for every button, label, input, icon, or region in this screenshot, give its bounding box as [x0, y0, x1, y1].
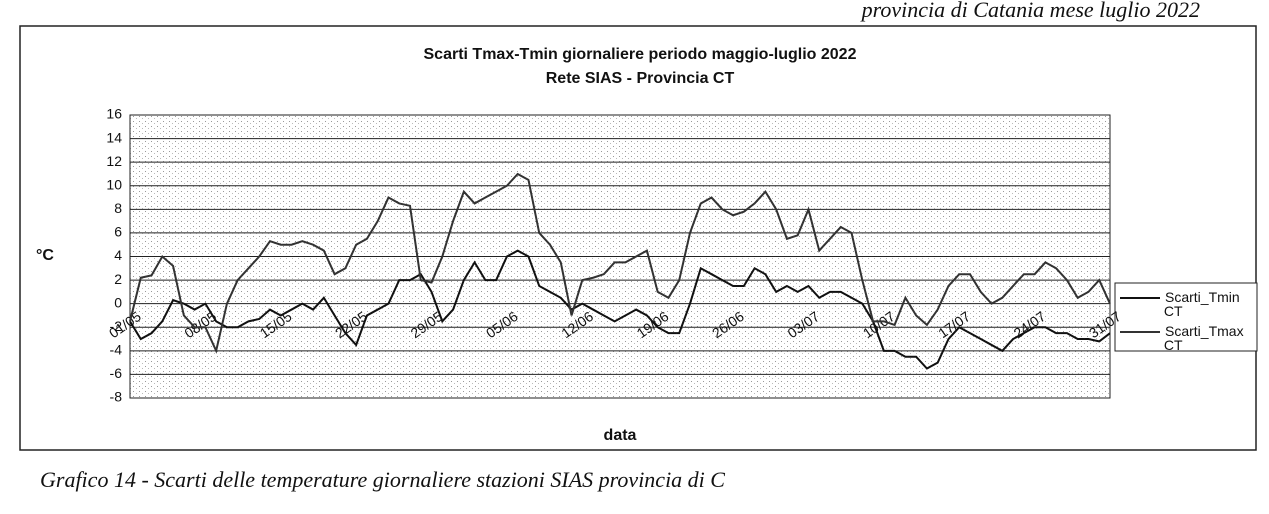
- chart-frame: [19, 25, 1257, 451]
- y-tick-label: -2: [110, 318, 123, 334]
- y-tick-label: 8: [114, 200, 122, 216]
- chart-title: Scarti Tmax-Tmin giornaliere periodo mag…: [424, 46, 857, 63]
- legend: [1114, 282, 1258, 352]
- y-tick-label: 12: [106, 153, 122, 169]
- y-tick-label: 16: [106, 106, 122, 122]
- caption: Grafico 14 - Scarti delle temperature gi…: [40, 467, 725, 492]
- y-tick-label: 4: [114, 247, 122, 263]
- y-tick-label: -6: [110, 365, 123, 381]
- x-axis-label: data: [604, 427, 637, 444]
- y-tick-label: -8: [110, 389, 123, 405]
- y-axis-label: °C: [36, 247, 54, 264]
- y-tick-label: 2: [114, 271, 122, 287]
- y-tick-label: -4: [110, 342, 123, 358]
- series-line: [129, 172, 1111, 354]
- chart-subtitle: Rete SIAS - Provincia CT: [546, 70, 735, 87]
- page-header: provincia di Catania mese luglio 2022: [860, 0, 1200, 22]
- series-line: [129, 249, 1111, 370]
- y-tick-label: 14: [106, 129, 122, 145]
- legend-label: Scarti_Tmin CT: [1160, 289, 1240, 319]
- y-tick-label: 0: [114, 294, 122, 310]
- y-tick-label: 6: [114, 224, 122, 240]
- legend-label: Scarti_Tmax CT: [1160, 323, 1244, 353]
- y-tick-label: 10: [106, 176, 122, 192]
